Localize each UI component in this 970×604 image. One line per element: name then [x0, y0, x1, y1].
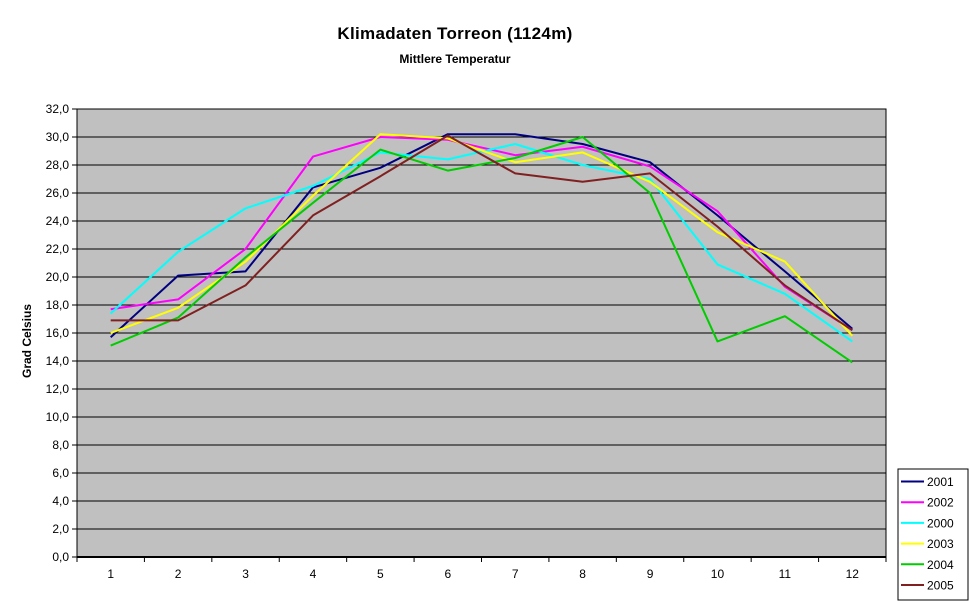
y-tick-label: 32,0 — [46, 102, 70, 116]
x-tick-label: 1 — [107, 567, 114, 581]
legend-label: 2004 — [927, 558, 954, 572]
legend-item: 2004 — [901, 558, 954, 572]
legend-label: 2001 — [927, 475, 954, 489]
x-tick-label: 8 — [579, 567, 586, 581]
legend-box — [897, 468, 969, 601]
x-tick-label: 6 — [444, 567, 451, 581]
legend-label: 2005 — [927, 579, 954, 593]
y-tick-label: 12,0 — [46, 382, 70, 396]
y-tick-label: 28,0 — [46, 158, 70, 172]
y-tick-label: 4,0 — [52, 494, 69, 508]
x-tick-label: 12 — [846, 567, 860, 581]
y-tick-label: 16,0 — [46, 326, 70, 340]
y-tick-label: 26,0 — [46, 186, 70, 200]
series-line-2004 — [110, 136, 853, 364]
x-tick-label: 10 — [711, 567, 725, 581]
x-tick-label: 2 — [175, 567, 182, 581]
y-tick-label: 30,0 — [46, 130, 70, 144]
legend-label: 2003 — [927, 537, 954, 551]
y-tick-label: 0,0 — [52, 550, 69, 564]
series-line-2002 — [110, 136, 853, 332]
y-tick-label: 6,0 — [52, 466, 69, 480]
legend-label: 2000 — [927, 516, 954, 530]
legend-label: 2002 — [927, 496, 954, 510]
y-tick-label: 20,0 — [46, 270, 70, 284]
legend-item: 2000 — [901, 516, 954, 530]
x-tick-label: 4 — [310, 567, 317, 581]
y-tick-label: 8,0 — [52, 438, 69, 452]
chart-title: Klimadaten Torreon (1124m) — [337, 24, 573, 43]
y-tick-label: 14,0 — [46, 354, 70, 368]
y-tick-label: 2,0 — [52, 522, 69, 536]
legend-item: 2002 — [901, 496, 954, 510]
legend-item: 2003 — [901, 537, 954, 551]
legend-item: 2001 — [901, 475, 954, 489]
x-tick-label: 5 — [377, 567, 384, 581]
series-line-2005 — [110, 134, 853, 332]
legend: 2001 2002 2000 2003 2004 2005 — [897, 468, 969, 601]
x-tick-label: 9 — [647, 567, 654, 581]
x-tick-label: 11 — [779, 567, 792, 581]
y-tick-label: 10,0 — [46, 410, 70, 424]
x-tick-label: 3 — [242, 567, 249, 581]
x-tick-label: 7 — [512, 567, 519, 581]
series-line-2000 — [110, 143, 853, 343]
chart-subtitle: Mittlere Temperatur — [399, 52, 511, 66]
y-tick-label: 22,0 — [46, 242, 70, 256]
y-tick-label: 24,0 — [46, 214, 70, 228]
y-tick-label: 18,0 — [46, 298, 70, 312]
legend-item: 2005 — [901, 579, 954, 593]
